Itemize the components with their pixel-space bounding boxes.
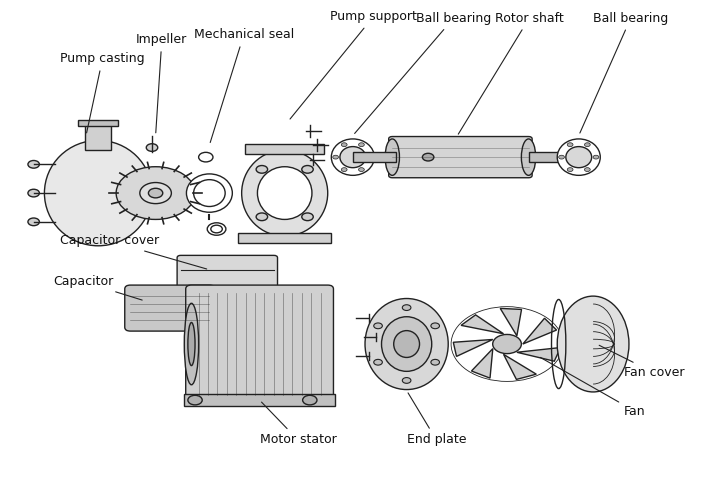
Circle shape xyxy=(116,167,195,219)
Text: Fan cover: Fan cover xyxy=(599,345,685,379)
Circle shape xyxy=(402,305,411,310)
Ellipse shape xyxy=(188,322,195,366)
Circle shape xyxy=(207,223,226,235)
Ellipse shape xyxy=(385,139,400,175)
Bar xyxy=(78,120,118,126)
Ellipse shape xyxy=(331,139,374,175)
Circle shape xyxy=(28,161,40,168)
Polygon shape xyxy=(523,318,557,344)
Bar xyxy=(528,152,568,162)
Ellipse shape xyxy=(521,139,536,175)
Circle shape xyxy=(256,213,268,221)
Ellipse shape xyxy=(340,147,366,168)
Circle shape xyxy=(492,335,521,354)
Text: Rotor shaft: Rotor shaft xyxy=(458,12,564,134)
Circle shape xyxy=(302,395,317,405)
Circle shape xyxy=(211,225,222,233)
Text: Pump casting: Pump casting xyxy=(60,53,145,133)
Polygon shape xyxy=(517,348,561,361)
Ellipse shape xyxy=(186,174,233,212)
Circle shape xyxy=(140,183,171,203)
Text: Motor stator: Motor stator xyxy=(260,402,336,446)
Circle shape xyxy=(585,143,590,147)
Polygon shape xyxy=(500,308,521,336)
Circle shape xyxy=(341,143,347,147)
Circle shape xyxy=(188,395,202,405)
Circle shape xyxy=(302,165,313,173)
Bar xyxy=(85,121,111,150)
Polygon shape xyxy=(454,339,492,356)
Text: Pump support: Pump support xyxy=(290,10,417,119)
Polygon shape xyxy=(472,348,492,378)
Circle shape xyxy=(199,152,213,162)
Circle shape xyxy=(593,155,599,159)
FancyBboxPatch shape xyxy=(177,255,277,298)
Ellipse shape xyxy=(382,317,432,371)
FancyBboxPatch shape xyxy=(389,136,532,178)
Ellipse shape xyxy=(557,296,629,392)
Ellipse shape xyxy=(557,139,600,175)
Text: End plate: End plate xyxy=(407,393,466,446)
Polygon shape xyxy=(503,354,536,379)
Bar xyxy=(184,394,335,406)
Circle shape xyxy=(341,168,347,172)
FancyBboxPatch shape xyxy=(186,285,333,403)
Circle shape xyxy=(585,168,590,172)
Bar xyxy=(238,233,331,243)
Ellipse shape xyxy=(45,140,152,246)
Circle shape xyxy=(367,155,373,159)
Circle shape xyxy=(148,188,163,198)
Circle shape xyxy=(359,143,364,147)
Circle shape xyxy=(559,155,564,159)
Text: Capacitor: Capacitor xyxy=(53,275,142,300)
Circle shape xyxy=(374,323,382,329)
Ellipse shape xyxy=(184,303,199,385)
Circle shape xyxy=(28,189,40,197)
Text: Capacitor cover: Capacitor cover xyxy=(60,235,207,269)
Text: Ball bearing: Ball bearing xyxy=(580,12,668,133)
Circle shape xyxy=(431,323,439,329)
Circle shape xyxy=(567,168,573,172)
Bar xyxy=(246,144,324,154)
Ellipse shape xyxy=(365,298,449,389)
Ellipse shape xyxy=(132,172,161,214)
Circle shape xyxy=(256,165,268,173)
Ellipse shape xyxy=(258,167,312,219)
Circle shape xyxy=(146,144,158,151)
Ellipse shape xyxy=(394,331,420,358)
Circle shape xyxy=(28,218,40,226)
Ellipse shape xyxy=(194,180,225,206)
Ellipse shape xyxy=(242,150,328,236)
Bar xyxy=(353,152,396,162)
Circle shape xyxy=(402,377,411,383)
Circle shape xyxy=(302,213,313,221)
Text: Impeller: Impeller xyxy=(136,33,187,133)
Circle shape xyxy=(423,153,434,161)
Circle shape xyxy=(359,168,364,172)
FancyBboxPatch shape xyxy=(125,285,215,331)
Ellipse shape xyxy=(566,147,592,168)
Text: Fan: Fan xyxy=(540,357,646,417)
Text: Mechanical seal: Mechanical seal xyxy=(194,28,294,143)
Circle shape xyxy=(374,360,382,365)
Polygon shape xyxy=(461,315,503,334)
Text: Ball bearing: Ball bearing xyxy=(355,12,491,134)
Circle shape xyxy=(333,155,338,159)
Circle shape xyxy=(431,360,439,365)
Circle shape xyxy=(567,143,573,147)
